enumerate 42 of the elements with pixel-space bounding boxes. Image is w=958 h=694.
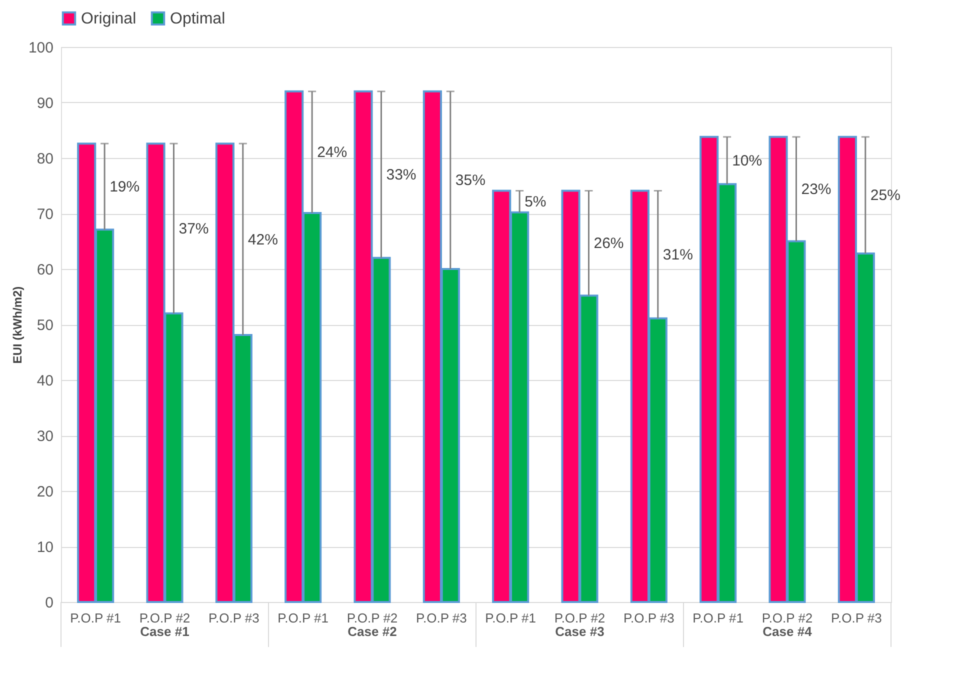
annotation: 26%	[594, 235, 624, 252]
annotation: 33%	[386, 166, 416, 184]
y-axis-title: EUI (kWh/m2)	[10, 286, 24, 364]
y-tick-label: 70	[36, 206, 54, 223]
x-tick-label: P.O.P #3	[208, 610, 260, 626]
y-tick-label: 60	[36, 262, 54, 278]
legend-label: Original	[81, 10, 136, 28]
x-tick-label: P.O.P #3	[830, 610, 882, 626]
x-tick-label: P.O.P #1	[278, 610, 329, 626]
annotation: 10%	[732, 152, 762, 170]
annotation: 24%	[317, 144, 348, 162]
y-tick-label: 50	[36, 317, 54, 334]
text: Case #1	[140, 624, 190, 639]
y-tick-label: 80	[36, 150, 54, 168]
annotation: 42%	[248, 231, 278, 248]
text: Case #2	[348, 624, 397, 639]
x-tick-label: P.O.P #2	[346, 610, 398, 626]
annotation: 23%	[801, 181, 832, 198]
annotation: 25%	[870, 187, 900, 204]
annotation: 31%	[662, 246, 693, 264]
x-tick-label: P.O.P #1	[692, 610, 744, 626]
x-tick-label: P.O.P #2	[762, 610, 813, 626]
text: Case #3	[555, 624, 604, 639]
y-tick-label: 20	[36, 484, 54, 500]
y-tick-label: 90	[36, 95, 54, 112]
annotation: 5%	[524, 194, 546, 211]
x-tick-label: P.O.P #3	[623, 610, 674, 626]
y-tick-label: 0	[45, 594, 54, 612]
y-tick-label: 100	[28, 40, 54, 56]
x-tick-label: P.O.P #3	[416, 610, 467, 626]
y-tick-label: 30	[36, 428, 54, 445]
text: Case #4	[762, 624, 813, 639]
x-tick-label: P.O.P #2	[139, 610, 190, 626]
annotation: 19%	[110, 178, 140, 196]
x-tick-label: P.O.P #2	[554, 610, 606, 626]
y-tick-label: 10	[36, 539, 54, 556]
y-tick-label: 40	[36, 372, 54, 390]
x-tick-label: P.O.P #1	[485, 610, 536, 626]
annotation: 35%	[455, 172, 486, 190]
annotation: 37%	[178, 220, 209, 238]
legend-label: Optimal	[170, 10, 226, 28]
x-tick-label: P.O.P #1	[70, 610, 122, 626]
